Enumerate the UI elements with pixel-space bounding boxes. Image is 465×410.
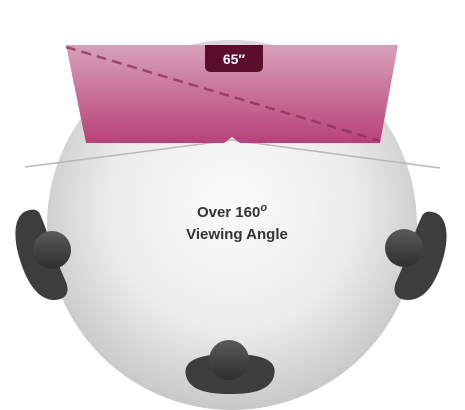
viewer-left-icon: [15, 209, 71, 300]
viewing-angle-caption-line2: Viewing Angle: [186, 226, 288, 243]
tv-screen: [65, 45, 398, 143]
viewer-right-icon: [385, 211, 447, 300]
viewing-angle-caption-line1: Over 160o: [197, 202, 267, 221]
tv-size-badge: 65″: [205, 45, 263, 72]
angle-line-right: [231, 139, 441, 169]
angle-line-left: [24, 139, 233, 168]
viewer-bottom-icon: [185, 340, 275, 394]
viewing-angle-value: Over 160: [197, 204, 260, 221]
degree-symbol: o: [260, 202, 267, 214]
tv-size-label: 65″: [223, 51, 246, 67]
screen-diagonal: [65, 45, 381, 143]
